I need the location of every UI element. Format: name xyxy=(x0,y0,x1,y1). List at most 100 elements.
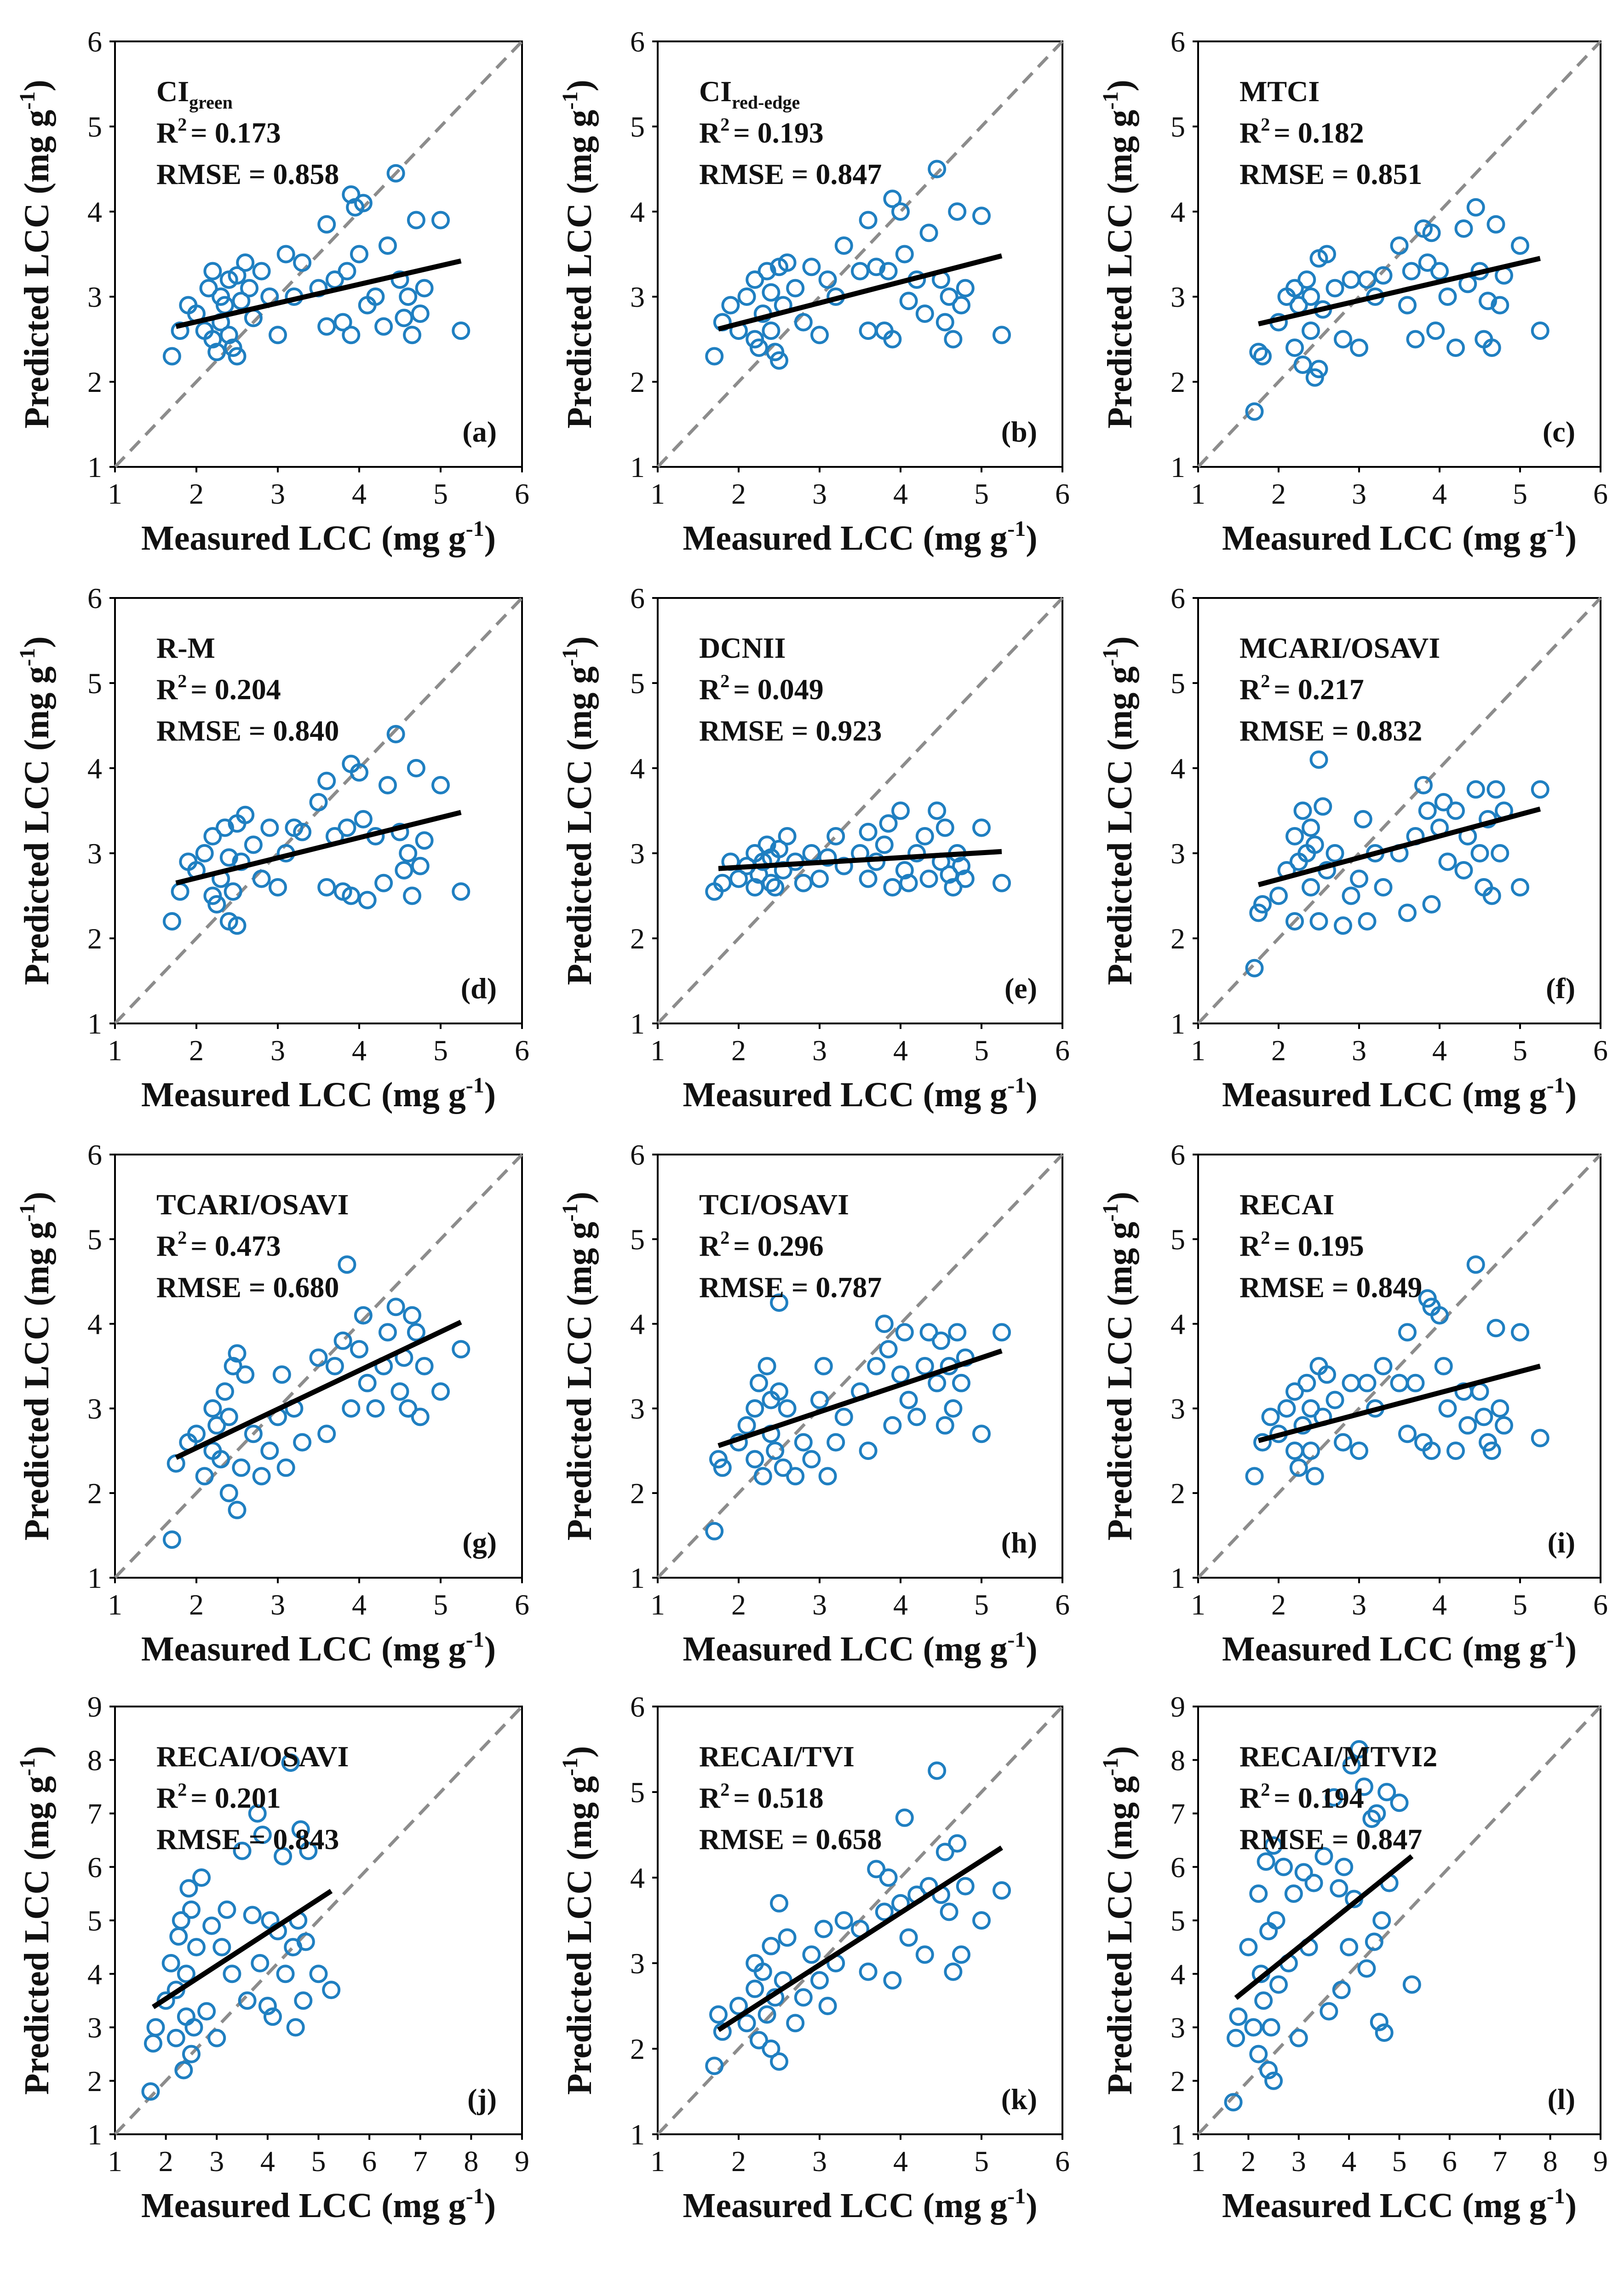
x-axis-label-text: Measured LCC (mg g xyxy=(141,1075,466,1114)
data-point xyxy=(729,1997,748,2015)
y-axis-label-exponent: -1 xyxy=(1098,1203,1123,1222)
data-point xyxy=(403,886,422,905)
data-point xyxy=(1254,1991,1273,2010)
data-point xyxy=(1326,1391,1344,1409)
data-point xyxy=(875,1902,894,1921)
rmse-annotation: RMSE = 0.843 xyxy=(156,1823,339,1856)
chart-title-main: RECAI/MTVI2 xyxy=(1240,1740,1437,1773)
plot-frame xyxy=(114,40,523,468)
y-tick-label: 5 xyxy=(1171,1904,1185,1937)
data-point xyxy=(1297,270,1316,289)
data-point xyxy=(940,287,958,306)
r2-label: R xyxy=(1240,1781,1261,1814)
data-point xyxy=(207,1416,226,1435)
data-point xyxy=(1302,818,1320,837)
r2-label: R xyxy=(699,673,721,706)
data-point xyxy=(1531,1429,1549,1448)
data-point xyxy=(948,1834,967,1853)
y-tick-label: 4 xyxy=(630,752,645,785)
data-point xyxy=(350,1340,368,1359)
y-tick-label: 1 xyxy=(630,1007,645,1040)
y-tick-label: 1 xyxy=(1171,2118,1185,2151)
y-tick-label: 9 xyxy=(1171,1690,1185,1723)
data-point xyxy=(1245,959,1264,977)
data-point xyxy=(1350,869,1368,888)
data-point xyxy=(1245,402,1264,421)
chart-title: CIred-edge xyxy=(699,75,800,113)
identity-line xyxy=(656,1153,1064,1579)
data-point xyxy=(212,1450,230,1469)
data-point xyxy=(1285,339,1304,357)
x-tick-label: 2 xyxy=(731,1588,746,1621)
r2-superscript-2: 2 xyxy=(178,1227,187,1248)
data-point xyxy=(1249,903,1268,922)
y-axis-label-text: Predicted LCC (mg g xyxy=(560,110,599,429)
x-tick-label: 3 xyxy=(1352,1034,1366,1067)
data-point xyxy=(770,351,788,370)
x-axis-label-close: ) xyxy=(1565,1075,1577,1114)
y-tick-label: 5 xyxy=(630,667,645,700)
x-axis-label-text: Measured LCC (mg g xyxy=(683,1075,1007,1114)
x-tick-label: 5 xyxy=(1513,1034,1527,1067)
x-tick-label: 5 xyxy=(433,477,448,510)
y-tick-label: 8 xyxy=(87,1744,102,1776)
data-point xyxy=(202,1916,221,1935)
data-point xyxy=(325,1357,344,1375)
data-point xyxy=(322,1981,341,2000)
x-tick-label: 2 xyxy=(189,1588,204,1621)
data-point xyxy=(818,848,837,867)
y-axis-label-close: ) xyxy=(560,80,599,91)
data-point xyxy=(1377,1783,1396,1801)
data-point xyxy=(309,1965,328,1983)
x-tick-label: 6 xyxy=(1055,1034,1070,1067)
data-point xyxy=(232,1458,251,1477)
data-point xyxy=(415,279,434,298)
data-point xyxy=(1370,2012,1389,2031)
data-point xyxy=(1422,895,1441,914)
data-point xyxy=(228,347,247,366)
x-tick-label: 1 xyxy=(108,1588,122,1621)
y-tick-label: 2 xyxy=(87,2065,102,2097)
x-tick-label: 3 xyxy=(812,1588,827,1621)
data-point xyxy=(1269,1975,1288,1994)
data-point xyxy=(737,2014,756,2033)
data-point xyxy=(1350,1442,1368,1460)
x-axis-label: Measured LCC (mg g-1) xyxy=(141,517,496,557)
data-point xyxy=(746,270,764,289)
data-point xyxy=(342,185,361,204)
x-tick-label: 4 xyxy=(1432,1034,1447,1067)
x-tick-label: 6 xyxy=(1593,1034,1608,1067)
data-point xyxy=(834,856,853,875)
data-point xyxy=(1320,2002,1338,2021)
data-point xyxy=(1454,861,1473,879)
y-axis-label: Predicted LCC (mg g-1) xyxy=(558,1192,599,1540)
data-point xyxy=(317,317,336,336)
data-point xyxy=(753,1962,772,1981)
chart-title: MCARI/OSAVI xyxy=(1240,632,1440,664)
x-tick-label: 2 xyxy=(731,1034,746,1067)
r2-annotation: R2 = 0.217 xyxy=(1240,671,1364,706)
data-point xyxy=(915,827,934,845)
data-point xyxy=(826,1433,845,1452)
x-tick-label: 4 xyxy=(352,1588,367,1621)
data-point xyxy=(1390,236,1409,255)
r2-superscript-2: 2 xyxy=(1261,1779,1270,1800)
data-point xyxy=(1302,287,1320,306)
data-point xyxy=(867,258,886,276)
x-tick-label: 4 xyxy=(893,1034,908,1067)
chart-title-main: R-M xyxy=(156,632,215,664)
data-point xyxy=(944,1399,963,1418)
data-point xyxy=(1340,1938,1359,1957)
y-tick-label: 8 xyxy=(1171,1744,1185,1776)
data-point xyxy=(1511,878,1529,896)
data-point xyxy=(1335,1857,1354,1876)
data-point xyxy=(1398,1323,1417,1342)
data-point xyxy=(182,2045,201,2063)
data-point xyxy=(944,878,963,896)
x-axis-label-exponent: -1 xyxy=(1547,517,1565,541)
data-point xyxy=(1466,1255,1485,1274)
data-point xyxy=(146,2018,165,2037)
data-point xyxy=(895,1323,914,1342)
data-point xyxy=(374,873,393,892)
data-point xyxy=(770,839,788,858)
